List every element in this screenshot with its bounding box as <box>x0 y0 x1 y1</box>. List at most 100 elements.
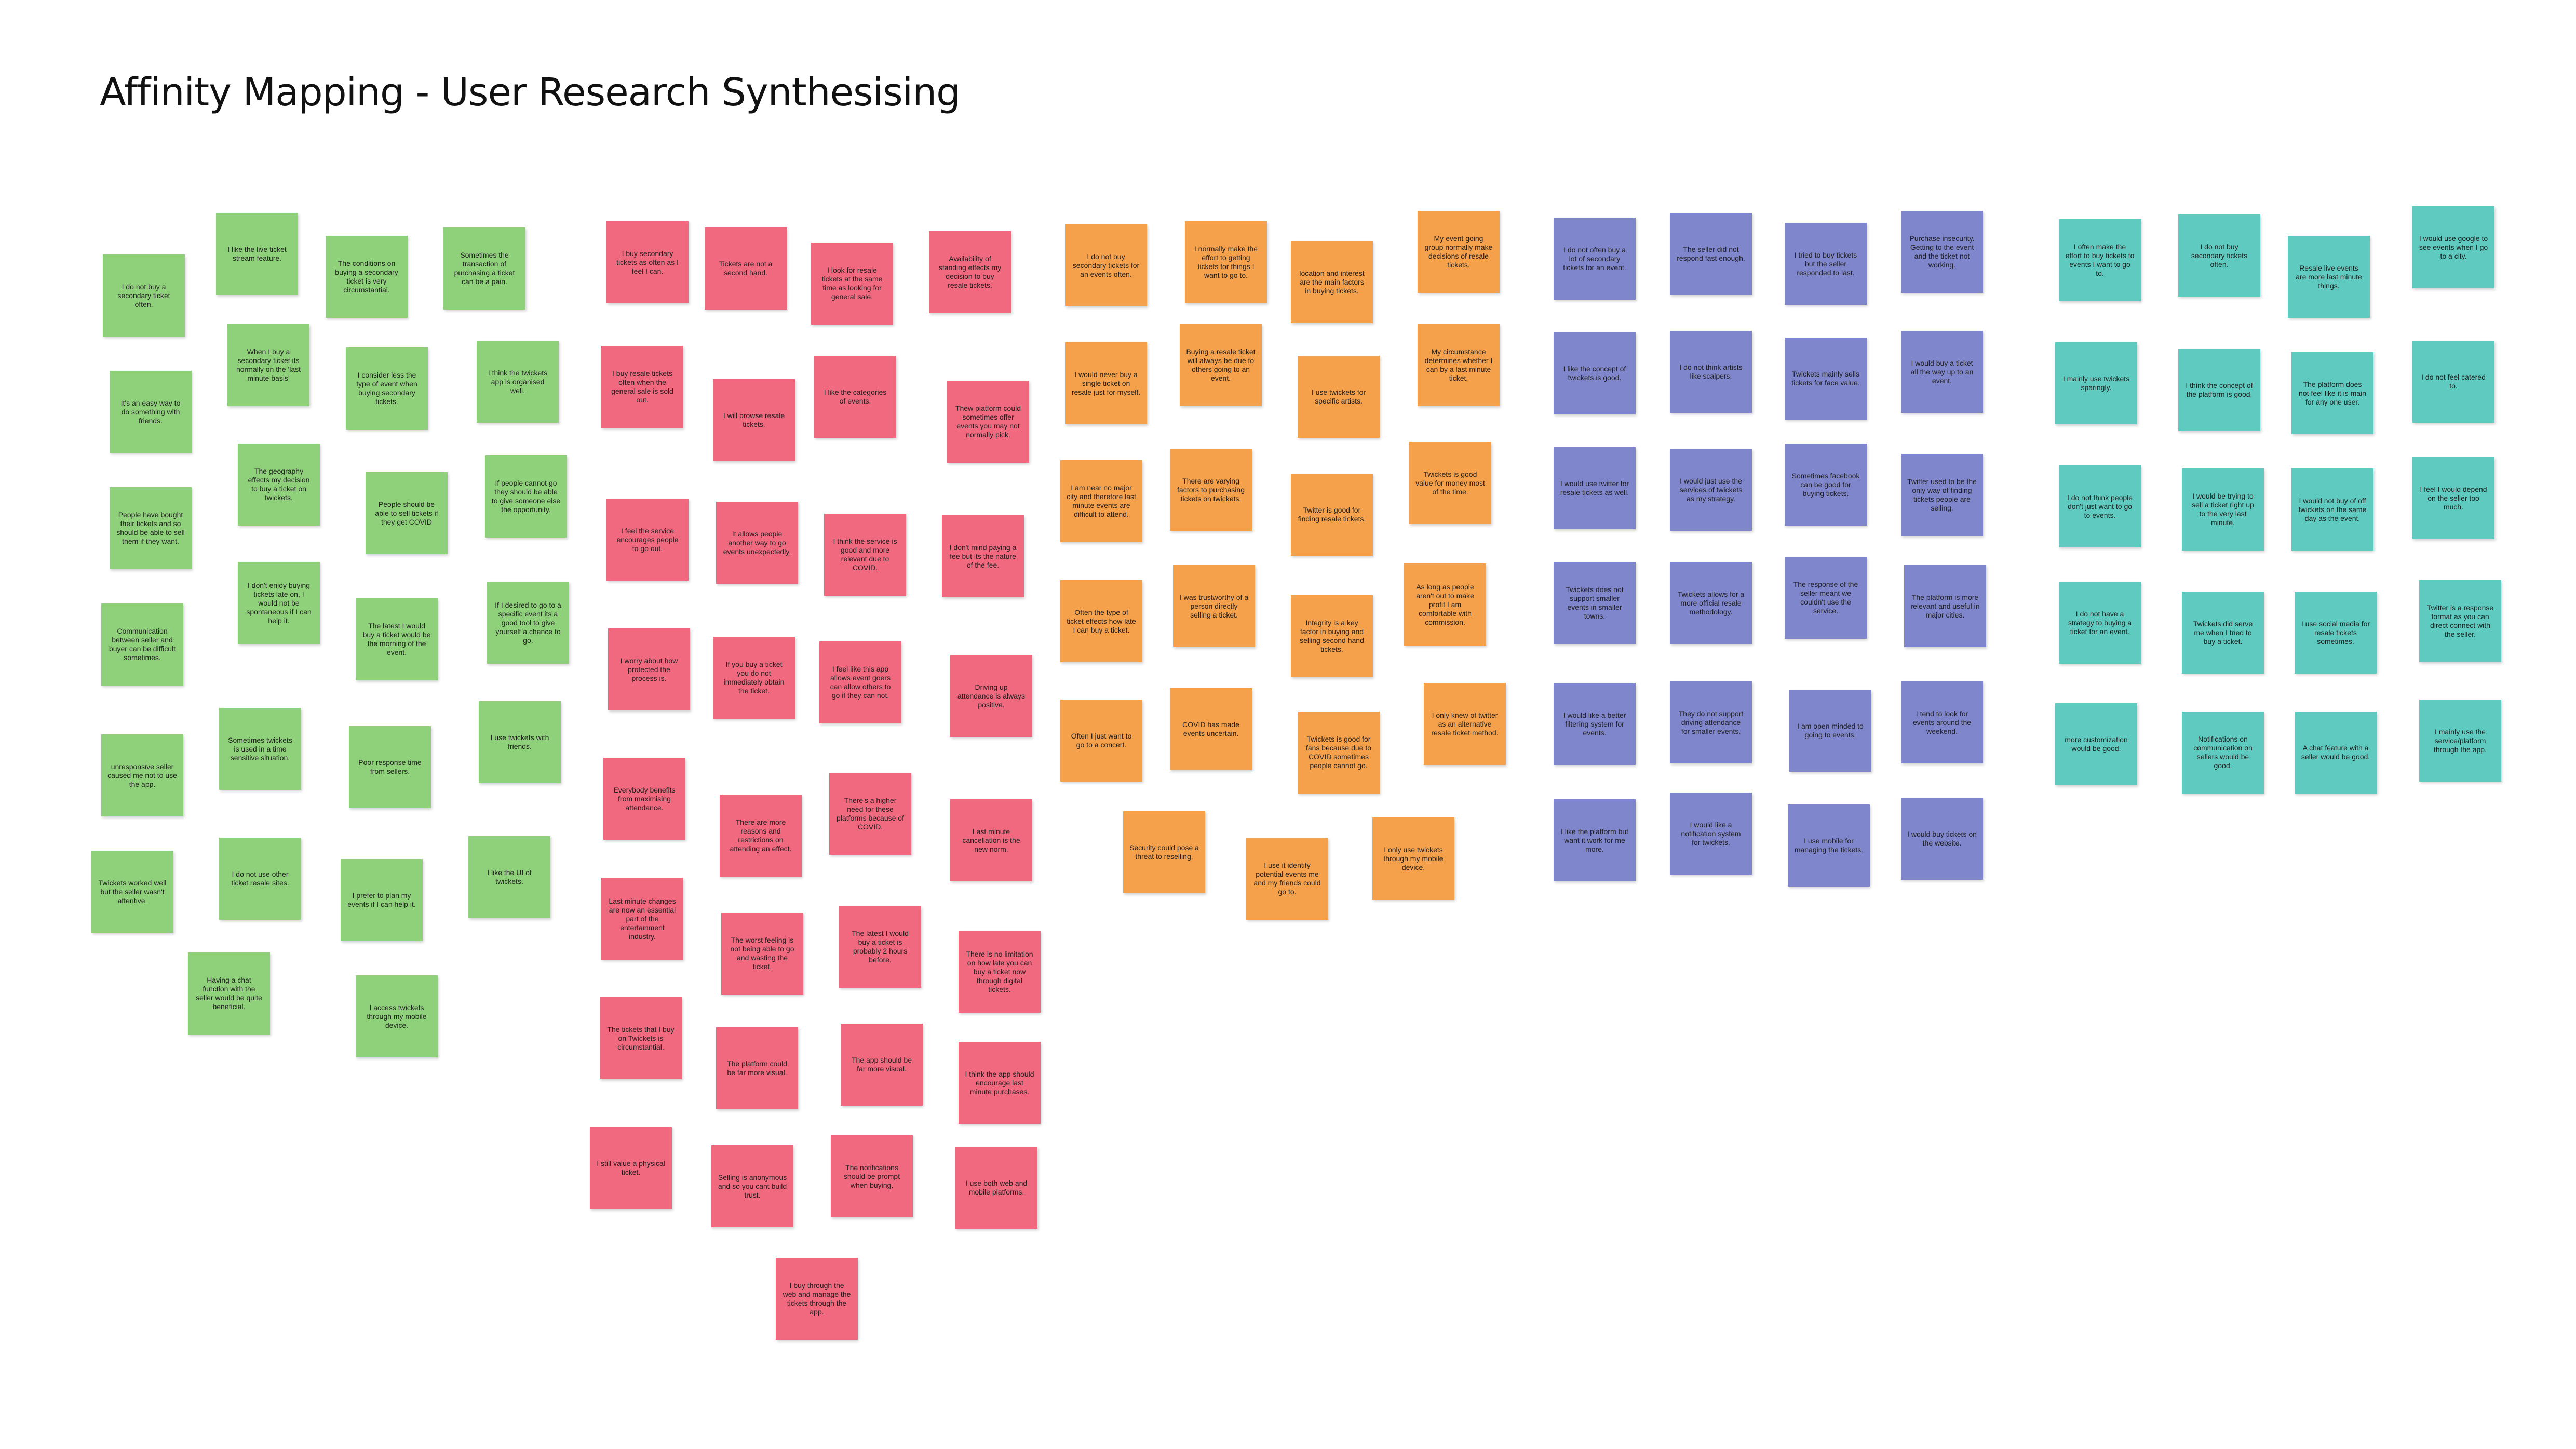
sticky-note: I often make the effort to buy tickets t… <box>2059 219 2141 301</box>
sticky-note: I feel like this app allows event goers … <box>819 641 901 723</box>
sticky-note: I would use google to see events when I … <box>2412 206 2494 288</box>
sticky-note: I only knew of twitter as an alternative… <box>1424 683 1506 765</box>
sticky-note: There's a higher need for these platform… <box>829 773 911 855</box>
sticky-note: The app should be far more visual. <box>841 1024 923 1106</box>
sticky-note: I do not think artists like scalpers. <box>1670 331 1752 413</box>
sticky-note: I like the categories of events. <box>814 356 896 438</box>
sticky-note: unresponsive seller caused me not to use… <box>101 734 183 816</box>
sticky-note: The seller did not respond fast enough. <box>1670 213 1752 295</box>
sticky-note: It's an easy way to do something with fr… <box>110 371 192 453</box>
sticky-note: I feel I would depend on the seller too … <box>2412 457 2494 539</box>
sticky-note: Twickets allows for a more official resa… <box>1670 562 1752 644</box>
sticky-note: Twickets is good value for money most of… <box>1409 442 1491 524</box>
sticky-note: Purchase insecurity. Getting to the even… <box>1901 211 1983 293</box>
sticky-note: The tickets that I buy on Twickets is ci… <box>600 997 682 1079</box>
sticky-note: I would like a better filtering system f… <box>1554 683 1636 765</box>
board-title: Affinity Mapping - User Research Synthes… <box>100 70 961 115</box>
sticky-note: Everybody benefits from maximising atten… <box>603 758 685 840</box>
sticky-note: Communication between seller and buyer c… <box>101 603 183 686</box>
sticky-note: I use twickets with friends. <box>479 701 561 783</box>
sticky-note: I worry about how protected the process … <box>608 628 690 710</box>
sticky-note: I do not buy a secondary ticket often. <box>103 254 185 337</box>
sticky-note: If I desired to go to a specific event i… <box>487 582 569 664</box>
sticky-note: The geography effects my decision to buy… <box>238 444 320 526</box>
sticky-note: There are varying factors to purchasing … <box>1170 449 1252 531</box>
sticky-note: Often I just want to go to a concert. <box>1060 700 1142 782</box>
sticky-note: I consider less the type of event when b… <box>346 347 428 430</box>
sticky-note: I mainly use twickets sparingly. <box>2055 342 2137 424</box>
sticky-note: I mainly use the service/platform throug… <box>2419 700 2501 782</box>
sticky-note: Often the type of ticket effects how lat… <box>1060 580 1142 662</box>
sticky-note: I would not buy of off twickets on the s… <box>2291 468 2373 551</box>
sticky-note: People have bought their tickets and so … <box>110 487 192 569</box>
sticky-note: Buying a resale ticket will always be du… <box>1180 324 1262 406</box>
sticky-note: Resale live events are more last minute … <box>2288 236 2370 318</box>
sticky-note: The latest I would buy a ticket is proba… <box>839 906 921 988</box>
sticky-note: Integrity is a key factor in buying and … <box>1291 595 1373 677</box>
sticky-note: There are more reasons and restrictions … <box>720 795 802 877</box>
sticky-note: I prefer to plan my events if I can help… <box>341 859 423 941</box>
sticky-note: I do not buy secondary tickets often. <box>2178 214 2260 297</box>
sticky-note: I feel the service encourages people to … <box>606 499 689 581</box>
sticky-note: COVID has made events uncertain. <box>1170 688 1252 770</box>
sticky-note: I use twickets for specific artists. <box>1298 356 1380 438</box>
sticky-note: Tickets are not a second hand. <box>705 227 787 310</box>
sticky-note: The platform is more relevant and useful… <box>1904 565 1986 647</box>
sticky-note: I look for resale tickets at the same ti… <box>811 243 893 325</box>
sticky-note: Twitter is a response format as you can … <box>2419 580 2501 662</box>
sticky-note: I will browse resale tickets. <box>713 379 795 461</box>
sticky-note: I would buy tickets on the website. <box>1901 798 1983 880</box>
sticky-note: Twickets does not support smaller events… <box>1554 562 1636 644</box>
sticky-note: I would just use the services of twicket… <box>1670 449 1752 531</box>
sticky-note: I buy through the web and manage the tic… <box>776 1258 858 1340</box>
sticky-note: I do not think people don't just want to… <box>2059 465 2141 547</box>
sticky-note: I think the service is good and more rel… <box>824 514 906 596</box>
sticky-note: The notifications should be prompt when … <box>831 1135 913 1217</box>
sticky-note: My circumstance determines whether I can… <box>1418 324 1500 406</box>
sticky-note: I use both web and mobile platforms. <box>955 1147 1037 1229</box>
sticky-note: The platform does not feel like it is ma… <box>2291 352 2373 434</box>
sticky-note: Last minute cancellation is the new norm… <box>950 799 1032 881</box>
sticky-note: Thew platform could sometimes offer even… <box>947 381 1029 463</box>
sticky-note: Selling is anonymous and so you cant bui… <box>711 1145 793 1227</box>
sticky-note: I access twickets through my mobile devi… <box>356 975 438 1057</box>
sticky-note: I am near no major city and therefore la… <box>1060 460 1142 542</box>
sticky-note: I only use twickets through my mobile de… <box>1372 817 1454 900</box>
sticky-note: I do not use other ticket resale sites. <box>219 838 301 920</box>
sticky-note: They do not support driving attendance f… <box>1670 681 1752 763</box>
sticky-note: Last minute changes are now an essential… <box>601 878 683 960</box>
sticky-note: I do not have a strategy to buying a tic… <box>2059 582 2141 664</box>
sticky-note: I was trustworthy of a person directly s… <box>1173 565 1255 647</box>
sticky-note: My event going group normally make decis… <box>1418 211 1500 293</box>
sticky-note: I like the concept of twickets is good. <box>1554 332 1636 414</box>
sticky-note: I would use twitter for resale tickets a… <box>1554 447 1636 529</box>
sticky-note: The conditions on buying a secondary tic… <box>326 236 408 318</box>
sticky-note: The worst feeling is not being able to g… <box>721 913 803 995</box>
sticky-note: When I buy a secondary ticket its normal… <box>227 324 309 406</box>
sticky-note: I would buy a ticket all the way up to a… <box>1901 331 1983 413</box>
sticky-note: Twickets did serve me when I tried to bu… <box>2182 592 2264 674</box>
sticky-note: Security could pose a threat to resellin… <box>1123 811 1205 893</box>
sticky-note: A chat feature with a seller would be go… <box>2295 712 2377 794</box>
sticky-note: I think the app should encourage last mi… <box>959 1042 1041 1124</box>
sticky-note: It allows people another way to go event… <box>716 502 798 584</box>
sticky-note: Availability of standing effects my deci… <box>929 231 1011 313</box>
sticky-note: There is no limitation on how late you c… <box>959 931 1041 1013</box>
sticky-note: I use it identify potential events me an… <box>1246 838 1328 920</box>
sticky-note: I do not buy secondary tickets for an ev… <box>1065 224 1147 306</box>
sticky-note: Sometimes facebook can be good for buyin… <box>1785 444 1867 526</box>
sticky-note: I would never buy a single ticket on res… <box>1065 342 1147 424</box>
sticky-note: Sometimes twickets is used in a time sen… <box>219 708 301 790</box>
sticky-note: I don't enjoy buying tickets late on, I … <box>238 562 320 644</box>
sticky-note: location and interest are the main facto… <box>1291 241 1373 323</box>
sticky-note: I would be trying to sell a ticket right… <box>2182 468 2264 551</box>
sticky-note: I like the UI of twickets. <box>468 836 550 918</box>
sticky-note: The response of the seller meant we coul… <box>1785 557 1867 639</box>
sticky-note: I would like a notification system for t… <box>1670 793 1752 875</box>
sticky-note: I like the live ticket stream feature. <box>216 213 298 295</box>
sticky-note: I use mobile for managing the tickets. <box>1788 804 1870 887</box>
sticky-note: People should be able to sell tickets if… <box>366 472 448 554</box>
sticky-note: Poor response time from sellers. <box>349 726 431 808</box>
sticky-note: Twickets is good for fans because due to… <box>1298 712 1380 794</box>
